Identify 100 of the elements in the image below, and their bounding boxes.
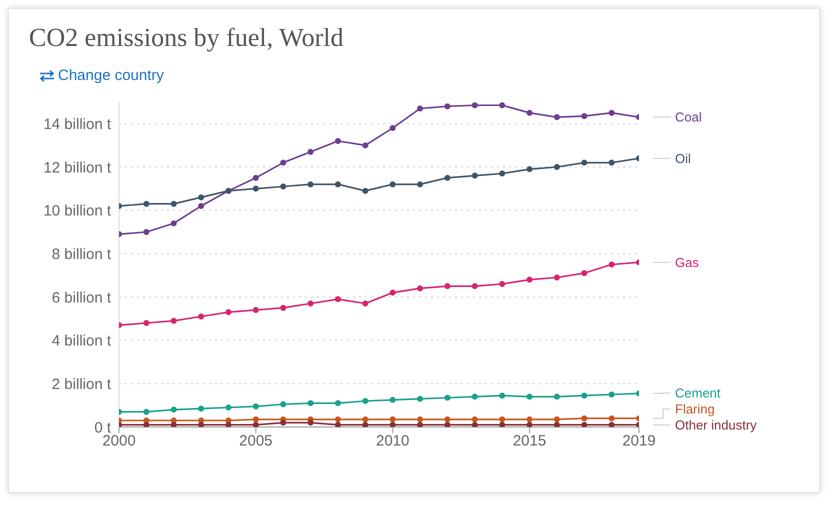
point — [170, 422, 177, 427]
x-tick-label: 2015 — [512, 432, 546, 450]
point — [362, 300, 368, 306]
y-tick-label: 8 billion t — [52, 246, 112, 263]
point — [526, 394, 533, 400]
point — [417, 285, 424, 292]
point — [581, 415, 588, 422]
point — [499, 416, 506, 422]
x-tick-label: 2010 — [376, 432, 410, 450]
point — [526, 110, 533, 116]
point — [334, 138, 341, 144]
point — [362, 398, 368, 404]
text: Coal — [675, 110, 702, 125]
point — [417, 181, 424, 188]
point — [252, 186, 259, 192]
point — [390, 125, 396, 131]
point — [143, 422, 150, 427]
point — [252, 403, 259, 410]
point — [444, 394, 450, 401]
point — [417, 422, 424, 427]
point — [499, 170, 506, 176]
point — [581, 422, 588, 427]
point — [417, 106, 424, 112]
point — [444, 422, 450, 427]
point — [362, 142, 368, 148]
point — [390, 290, 396, 296]
point — [143, 408, 150, 415]
point — [608, 160, 615, 166]
point — [499, 281, 506, 287]
y-tick-label: 12 billion t — [43, 159, 112, 176]
point — [170, 318, 177, 324]
chart-title: CO2 emissions by fuel, World — [29, 23, 344, 53]
point — [444, 416, 450, 422]
point — [472, 172, 478, 179]
point — [499, 392, 506, 399]
point — [280, 184, 286, 190]
point — [444, 283, 450, 290]
y-tick-label: 6 billion t — [52, 289, 112, 306]
point — [581, 113, 588, 120]
point — [225, 404, 232, 410]
text: Other industry — [675, 418, 758, 433]
point — [252, 422, 259, 427]
point — [362, 416, 368, 422]
point — [608, 110, 615, 116]
point — [280, 401, 286, 408]
point — [362, 422, 368, 427]
point — [554, 164, 560, 170]
point — [526, 422, 533, 427]
point — [581, 160, 588, 166]
point — [608, 262, 615, 268]
point — [472, 422, 478, 427]
point — [417, 416, 424, 422]
point — [198, 422, 204, 427]
x-tick-label: 2005 — [239, 432, 273, 450]
point — [526, 276, 533, 283]
point — [526, 416, 533, 422]
point — [170, 200, 177, 207]
point — [472, 283, 478, 290]
point — [308, 148, 314, 155]
y-tick-label: 4 billion t — [52, 332, 112, 350]
text: Oil — [675, 150, 691, 166]
point — [308, 300, 314, 306]
point — [554, 416, 560, 422]
y-tick-label: 2 billion t — [52, 376, 112, 393]
point — [334, 400, 341, 406]
point — [308, 420, 314, 426]
point — [554, 274, 560, 280]
point — [608, 392, 615, 398]
point — [252, 174, 259, 181]
point — [143, 200, 150, 207]
point — [280, 420, 286, 426]
point — [280, 160, 286, 166]
point — [225, 422, 232, 427]
point — [608, 415, 615, 422]
point — [390, 416, 396, 422]
point — [334, 422, 341, 427]
point — [581, 270, 588, 276]
text: Flaring — [675, 402, 715, 417]
point — [198, 406, 204, 412]
point — [308, 181, 314, 188]
point — [390, 422, 396, 427]
point — [526, 166, 533, 172]
point — [444, 174, 450, 181]
point — [334, 296, 341, 302]
point — [472, 102, 478, 108]
point — [608, 422, 615, 427]
point — [499, 422, 506, 427]
point — [581, 392, 588, 399]
y-tick-label: 10 billion t — [43, 202, 112, 220]
point — [143, 320, 150, 326]
point — [444, 103, 450, 110]
point — [362, 188, 368, 194]
point — [225, 309, 232, 316]
point — [334, 181, 341, 188]
point — [252, 307, 259, 313]
point — [554, 422, 560, 427]
point — [198, 203, 204, 209]
point — [198, 314, 204, 320]
point — [143, 229, 150, 235]
y-tick-label: 14 billion t — [43, 116, 112, 133]
